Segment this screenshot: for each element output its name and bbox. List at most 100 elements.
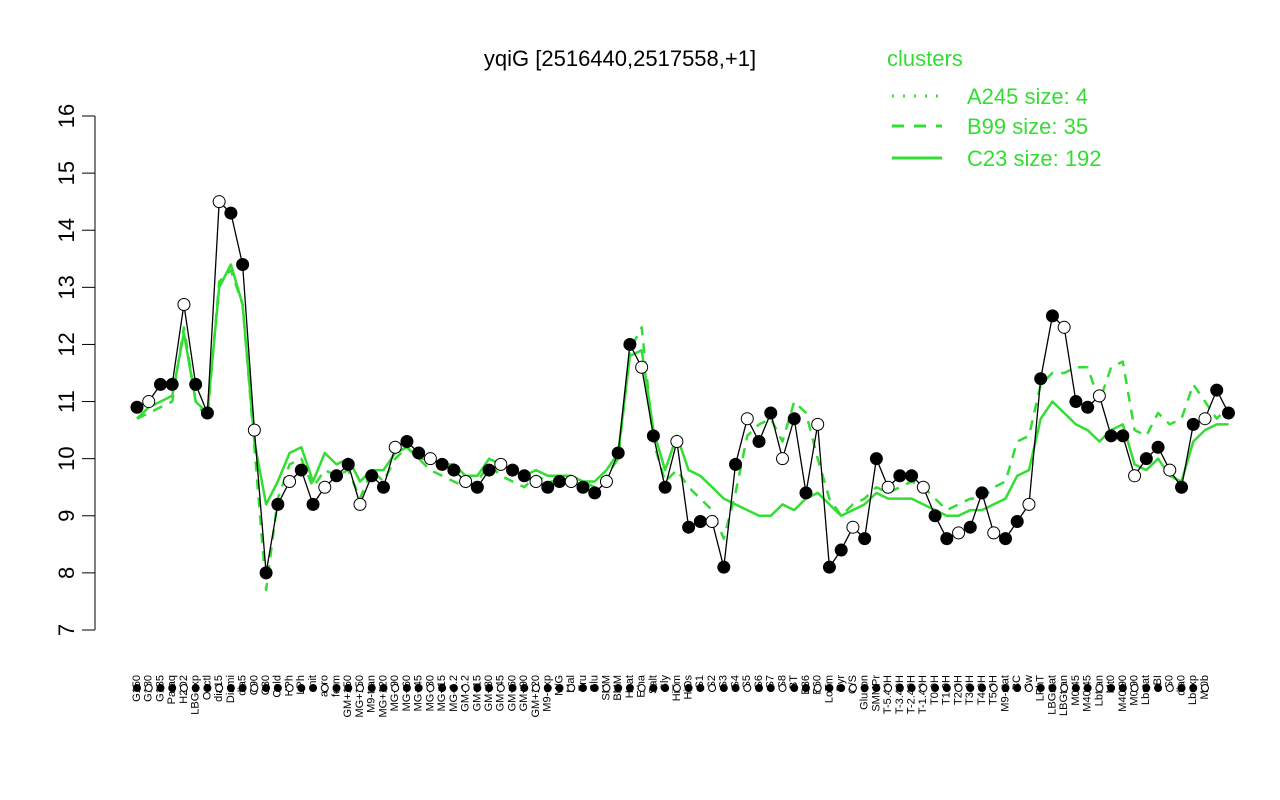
data-point: [1045, 309, 1059, 323]
chart-title: yqiG [2516440,2517558,+1]: [484, 46, 756, 71]
y-axis: 7 8 9 10 11 12 13 14 15 16: [54, 104, 96, 636]
y-tick-label: 14: [54, 218, 79, 242]
x-marker: [485, 684, 494, 692]
x-tick-label: S5: [741, 675, 753, 688]
x-marker: [637, 684, 646, 692]
data-point: [318, 480, 332, 494]
data-point: [247, 423, 261, 437]
x-tick-label: MG-0.2: [448, 675, 460, 712]
x-marker: [496, 684, 505, 692]
data-point: [588, 486, 602, 500]
data-point: [987, 526, 1001, 540]
data-point: [881, 480, 895, 494]
x-marker: [1118, 684, 1127, 692]
x-marker: [273, 684, 282, 692]
x-marker: [1013, 684, 1022, 692]
data-point: [729, 457, 743, 471]
x-marker: [1036, 684, 1045, 692]
data-point: [952, 526, 966, 540]
x-tick-label: GM-0.2: [460, 675, 472, 712]
data-point: [1081, 400, 1095, 414]
data-point: [599, 475, 613, 489]
data-point: [834, 543, 848, 557]
x-marker: [262, 684, 271, 692]
x-marker: [203, 684, 212, 692]
x-tick-label: GM+60: [506, 675, 518, 711]
x-marker: [778, 684, 787, 692]
x-marker: [813, 684, 822, 692]
x-marker: [954, 684, 963, 692]
x-marker: [801, 684, 810, 692]
x-tick-label: SMMPr: [870, 675, 882, 712]
series-line-2: [136, 263, 1229, 518]
data-point: [271, 497, 285, 511]
x-marker: [1154, 684, 1163, 692]
data-point: [376, 480, 390, 494]
x-marker: [625, 684, 634, 692]
data-point: [905, 469, 919, 483]
x-marker: [872, 684, 881, 692]
data-point: [682, 520, 696, 534]
x-marker: [238, 684, 247, 692]
x-tick-label: T-2.40H: [905, 675, 917, 714]
x-tick-label: GM+30: [483, 675, 495, 711]
x-tick-label: MG+150: [354, 675, 366, 718]
x-marker: [1071, 684, 1080, 692]
data-point: [1186, 417, 1200, 431]
x-marker: [508, 684, 517, 692]
x-tick-label: T-3.40H: [894, 675, 906, 714]
x-tick-label: BI: [1152, 675, 1164, 685]
data-point: [482, 463, 496, 477]
x-tick-label: LBGexp: [190, 675, 202, 715]
x-marker: [907, 684, 916, 692]
data-point: [388, 440, 402, 454]
x-marker: [309, 684, 318, 692]
x-tick-label: S6: [753, 675, 765, 688]
data-point: [623, 337, 637, 351]
x-tick-label: GM+15: [471, 675, 483, 711]
data-point: [306, 497, 320, 511]
data-point: [541, 480, 555, 494]
y-tick-label: 16: [54, 104, 79, 128]
x-marker: [848, 684, 857, 692]
x-marker: [1083, 684, 1092, 692]
x-marker: [614, 684, 623, 692]
data-point: [553, 475, 567, 489]
x-marker: [989, 684, 998, 692]
data-point: [705, 514, 719, 528]
legend-label-c23: C23 size: 192: [967, 146, 1102, 171]
x-marker: [684, 684, 693, 692]
x-marker: [966, 684, 975, 692]
x-marker: [567, 684, 576, 692]
data-point: [1010, 514, 1024, 528]
data-point: [858, 532, 872, 546]
data-point: [576, 480, 590, 494]
data-point: [1116, 429, 1130, 443]
data-point: [1104, 429, 1118, 443]
y-tick-label: 15: [54, 161, 79, 185]
x-marker: [379, 684, 388, 692]
x-tick-label: GM+90: [518, 675, 530, 711]
x-tick-label: LBGstat: [1046, 675, 1058, 715]
x-tick-label: S1: [694, 675, 706, 688]
data-point: [529, 475, 543, 489]
x-marker: [860, 684, 869, 692]
x-marker: [578, 684, 587, 692]
data-point: [1175, 480, 1189, 494]
x-tick-label: Glucon: [859, 675, 871, 710]
x-marker: [602, 684, 611, 692]
data-point: [177, 297, 191, 311]
x-tick-label: S0: [1164, 675, 1176, 688]
data-point: [435, 457, 449, 471]
x-marker: [215, 684, 224, 692]
x-marker: [250, 684, 259, 692]
x-marker: [696, 684, 705, 692]
x-marker: [1201, 684, 1209, 692]
x-marker: [895, 684, 904, 692]
x-tick-label: MG+120: [377, 675, 389, 718]
data-point: [846, 520, 860, 534]
legend-label-a245: A245 size: 4: [967, 84, 1088, 109]
data-point: [294, 463, 308, 477]
data-point: [459, 475, 473, 489]
